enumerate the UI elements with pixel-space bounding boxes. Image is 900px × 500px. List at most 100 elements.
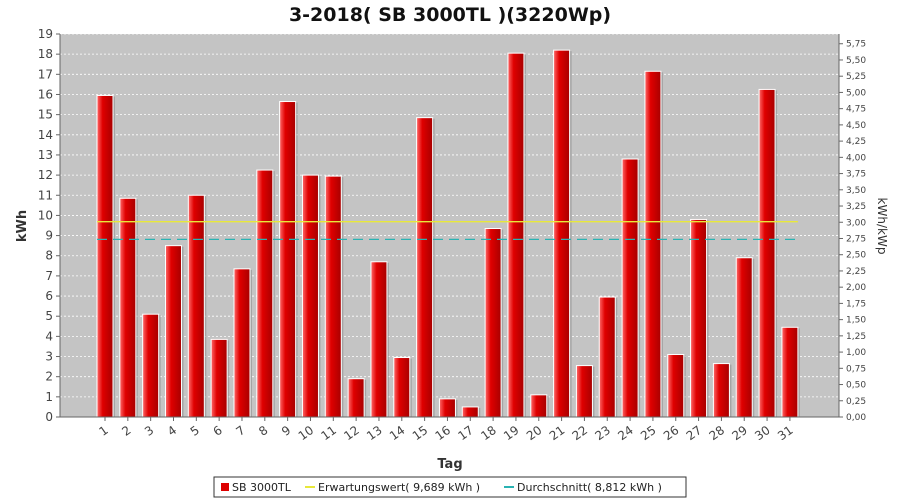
chart-title: 3-2018( SB 3000TL )(3220Wp) (289, 4, 611, 26)
y2-tick-label: 2,00 (846, 283, 866, 293)
x-tick-label: 13 (364, 423, 385, 443)
bar-group (575, 365, 595, 418)
bar (575, 365, 593, 418)
y-tick-label: 10 (38, 208, 53, 222)
bar (438, 398, 456, 418)
x-tick-label: 6 (211, 423, 225, 439)
y-tick-label: 14 (38, 128, 53, 142)
bar (324, 175, 342, 418)
bar (461, 406, 479, 418)
y2-axis-label: kWh/kWp (875, 198, 889, 255)
bar-group (393, 357, 412, 418)
bar (187, 194, 205, 418)
y2-tick-label: 2,25 (846, 267, 866, 277)
y2-tick-label: 2,75 (846, 234, 866, 244)
bar (598, 296, 616, 418)
bar-group (598, 296, 618, 418)
y2-tick-label: 4,25 (846, 137, 866, 147)
bar-group (164, 245, 184, 418)
bar-group (553, 49, 572, 418)
x-tick-label: 17 (455, 423, 476, 443)
x-tick-label: 5 (188, 423, 202, 439)
y2-tick-label: 4,00 (846, 153, 866, 163)
bar (644, 70, 662, 418)
bar (781, 326, 799, 418)
y2-tick-label: 0,50 (846, 381, 866, 391)
x-tick-label: 31 (775, 423, 796, 443)
legend-label-series: SB 3000TL (232, 481, 292, 494)
x-tick-label: 24 (615, 423, 636, 443)
x-tick-label: 4 (165, 423, 179, 439)
bar-group (758, 88, 778, 418)
y-tick-label: 2 (45, 370, 53, 384)
x-axis-label: Tag (437, 457, 462, 472)
y2-tick-label: 4,75 (846, 105, 866, 115)
bar-group (667, 354, 686, 418)
bar-group (324, 175, 344, 418)
bar-group (301, 174, 321, 418)
y-tick-label: 11 (38, 188, 53, 202)
bar (530, 394, 548, 418)
bar (347, 378, 365, 418)
y2-tick-label: 4,50 (846, 121, 866, 131)
y-tick-label: 18 (38, 47, 53, 61)
x-tick-label: 22 (570, 423, 591, 443)
y-tick-label: 1 (45, 390, 53, 404)
x-tick-label: 16 (433, 423, 454, 443)
bar (256, 169, 274, 418)
bar (690, 218, 708, 418)
bar-group (690, 218, 709, 418)
legend-label-average: Durchschnitt( 8,812 kWh ) (517, 481, 662, 494)
bar-group (712, 363, 732, 418)
y2-tick-label: 3,75 (846, 170, 866, 180)
x-tick-label: 27 (684, 423, 705, 443)
bar (712, 363, 730, 418)
bar-group (484, 228, 504, 418)
legend-swatch-series (221, 483, 229, 491)
bar (210, 338, 228, 418)
y2-tick-label: 1,25 (846, 332, 866, 342)
bar-group (279, 101, 298, 418)
y2-tick-label: 0,00 (846, 413, 866, 423)
bar (393, 357, 411, 418)
x-tick-label: 1 (96, 423, 110, 439)
y-tick-label: 16 (38, 87, 53, 101)
x-tick-label: 28 (707, 423, 728, 443)
y-tick-label: 13 (38, 148, 53, 162)
y-axis-label: kWh (15, 210, 30, 242)
y2-tick-label: 0,25 (846, 397, 866, 407)
y2-tick-label: 0,75 (846, 364, 866, 374)
x-tick-label: 18 (478, 423, 499, 443)
bar-group (644, 70, 663, 418)
y2-tick-label: 3,50 (846, 186, 866, 196)
y2-tick-label: 5,00 (846, 88, 866, 98)
x-tick-label: 10 (296, 423, 317, 443)
y2-tick-label: 1,00 (846, 348, 866, 358)
bar (279, 101, 297, 418)
y2-tick-label: 5,25 (846, 72, 866, 82)
x-tick-label: 2 (119, 423, 133, 439)
y-tick-label: 5 (45, 309, 53, 323)
bar-group (461, 406, 481, 418)
bar-group (119, 197, 138, 418)
bar-group (187, 194, 207, 418)
y-tick-label: 15 (38, 108, 53, 122)
bar (142, 313, 160, 418)
x-tick-label: 19 (501, 423, 522, 443)
x-tick-label: 26 (661, 423, 682, 443)
bar (484, 228, 502, 418)
y-tick-label: 8 (45, 249, 53, 263)
y-tick-label: 3 (45, 350, 53, 364)
bar (164, 245, 182, 418)
bar-group (233, 268, 252, 418)
y2-tick-label: 5,75 (846, 40, 866, 50)
x-tick-label: 7 (233, 423, 247, 439)
bar (667, 354, 685, 418)
x-tick-label: 11 (318, 423, 339, 443)
y2-tick-label: 3,25 (846, 202, 866, 212)
y-tick-label: 6 (45, 289, 53, 303)
bar (621, 158, 639, 418)
y-tick-label: 0 (45, 410, 53, 424)
x-tick-label: 29 (729, 423, 750, 443)
